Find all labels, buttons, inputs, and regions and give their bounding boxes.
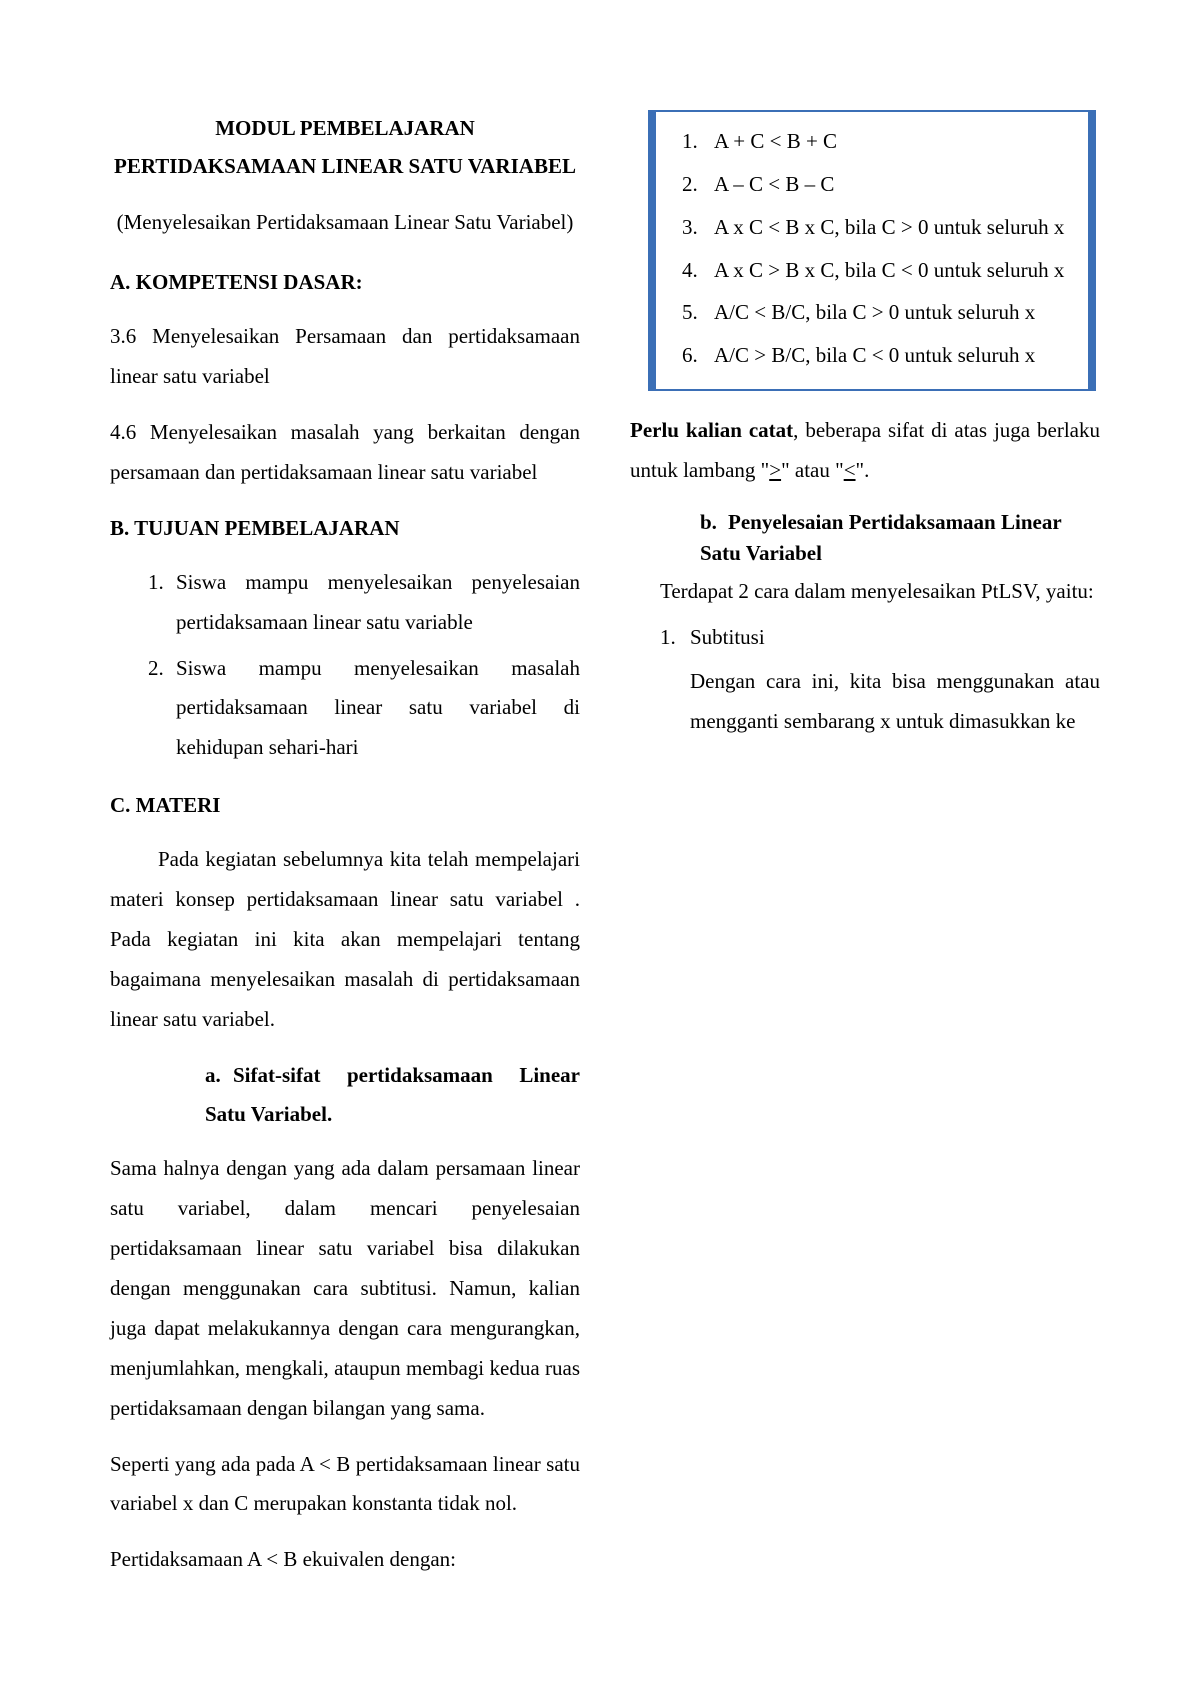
two-column-layout: MODUL PEMBELAJARAN PERTIDAKSAMAAN LINEAR… — [110, 110, 1100, 1610]
rule-4: 4.A x C > B x C, bila C < 0 untuk seluru… — [682, 251, 1080, 290]
rule-6: 6.A/C > B/C, bila C < 0 untuk seluruh x — [682, 336, 1080, 375]
section-b-item-2: 2.Siswa mampu menyelesaikan masalah pert… — [148, 649, 580, 769]
sub-b-item-1: 1. Subtitusi Dengan cara ini, kita bisa … — [660, 618, 1100, 742]
sub-b-list: 1. Subtitusi Dengan cara ini, kita bisa … — [660, 618, 1100, 742]
sub-a-heading: a.Sifat-sifat pertidaksamaan Linear Satu… — [205, 1056, 580, 1136]
module-title: MODUL PEMBELAJARAN PERTIDAKSAMAAN LINEAR… — [110, 110, 580, 186]
section-c-heading: C. MATERI — [110, 786, 580, 826]
sub-b-heading: b.Penyelesaian Pertidaksamaan Linear Sat… — [700, 507, 1100, 570]
section-a-p2: 4.6 Menyelesaikan masalah yang berkaitan… — [110, 413, 580, 493]
rule-5: 5.A/C < B/C, bila C > 0 untuk seluruh x — [682, 293, 1080, 332]
section-b-item-1: 1.Siswa mampu menyelesaikan penyelesaian… — [148, 563, 580, 643]
rule-2: 2.A – C < B – C — [682, 165, 1080, 204]
section-b-heading: B. TUJUAN PEMBELAJARAN — [110, 509, 580, 549]
sub-a-p2: Seperti yang ada pada A < B pertidaksama… — [110, 1445, 580, 1525]
section-a-heading: A. KOMPETENSI DASAR: — [110, 263, 580, 303]
section-c-intro: Pada kegiatan sebelumnya kita telah memp… — [110, 840, 580, 1039]
section-b-list: 1.Siswa mampu menyelesaikan penyelesaian… — [110, 563, 580, 768]
sub-b-body: Terdapat 2 cara dalam menyelesaikan PtLS… — [630, 572, 1100, 742]
rules-list: 1.A + C < B + C 2.A – C < B – C 3.A x C … — [672, 122, 1080, 375]
sub-a-p1: Sama halnya dengan yang ada dalam persam… — [110, 1149, 580, 1428]
rule-3: 3.A x C < B x C, bila C > 0 untuk seluru… — [682, 208, 1080, 247]
section-a-p1: 3.6 Menyelesaikan Persamaan dan pertidak… — [110, 317, 580, 397]
rules-box: 1.A + C < B + C 2.A – C < B – C 3.A x C … — [648, 110, 1096, 391]
title-line-1: MODUL PEMBELAJARAN — [110, 110, 580, 148]
title-line-2: PERTIDAKSAMAAN LINEAR SATU VARIABEL — [110, 148, 580, 186]
sub-b-intro: Terdapat 2 cara dalam menyelesaikan PtLS… — [660, 572, 1100, 612]
sub-a-p3: Pertidaksamaan A < B ekuivalen dengan: — [110, 1540, 580, 1580]
module-subtitle: (Menyelesaikan Pertidaksamaan Linear Sat… — [110, 204, 580, 242]
rule-1: 1.A + C < B + C — [682, 122, 1080, 161]
sub-a-note: Perlu kalian catat, beberapa sifat di at… — [630, 411, 1100, 491]
